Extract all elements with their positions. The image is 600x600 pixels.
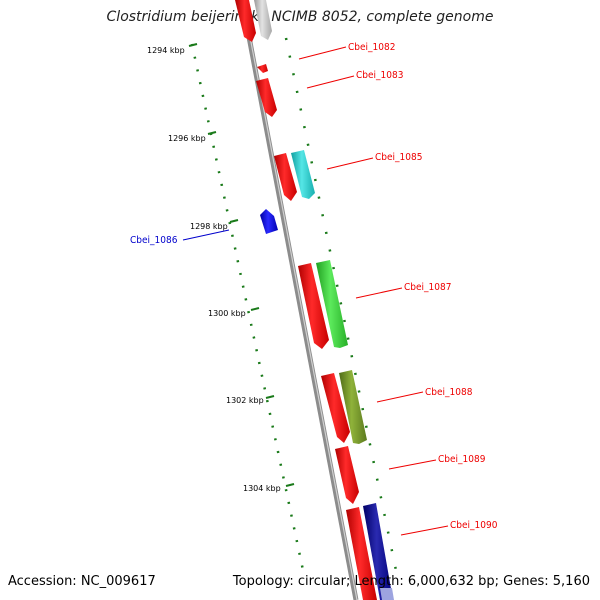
- scale-tick-label: 1294 kbp: [147, 46, 185, 55]
- accession-label: Accession: NC_009617: [8, 574, 156, 589]
- gene-arrow-cbei-1088-left[interactable]: [321, 373, 350, 443]
- scale-tick-label: 1300 kbp: [208, 309, 246, 318]
- scale-tick: [207, 131, 217, 135]
- gene-label: Cbei_1085: [375, 152, 422, 163]
- scale-tick-label: 1302 kbp: [226, 396, 264, 405]
- map-title: Clostridium beijerinckii NCIMB 8052, com…: [106, 9, 494, 25]
- gene-label: Cbei_1089: [438, 454, 486, 465]
- gene-arrow-cbei-1087-left[interactable]: [298, 263, 329, 349]
- gene-arrow-cbei-1086[interactable]: [260, 209, 278, 234]
- gene-label: Cbei_1088: [425, 387, 473, 398]
- gene-arrow-cbei-1082[interactable]: [235, 0, 256, 42]
- genome-stats-label: Topology: circular; Length: 6,000,632 bp…: [232, 574, 590, 589]
- scale-tick-label: 1296 kbp: [168, 134, 206, 143]
- scale-tick: [188, 43, 198, 47]
- gene-label: Cbei_1082: [348, 42, 395, 53]
- gene-label: Cbei_1086: [130, 235, 178, 246]
- gene-arrow-cbei-1088[interactable]: [339, 370, 367, 444]
- gene-arrow-light-blue[interactable]: [380, 588, 394, 600]
- gene-arrow-cbei-1090[interactable]: [363, 503, 393, 600]
- cds-features[interactable]: [235, 0, 394, 600]
- scale-tick: [285, 483, 295, 487]
- gene-arrow-cbei-1084[interactable]: [274, 153, 297, 201]
- scale-tick: [229, 219, 239, 223]
- scale-tick-label: 1304 kbp: [243, 484, 281, 493]
- gene-arrow-cbei-1083-small[interactable]: [257, 64, 268, 73]
- leader-lines: [182, 46, 449, 536]
- scale-tick-label: 1298 kbp: [190, 222, 228, 231]
- gene-arrow-cbei-1085[interactable]: [291, 150, 315, 199]
- scale-ticks: 1294 kbp 1296 kbp 1298 kbp 1300 kbp 1302…: [147, 43, 295, 493]
- gene-arrow-cbei-1083[interactable]: [256, 78, 277, 117]
- gene-label: Cbei_1087: [404, 282, 451, 293]
- gene-arrow-cbei-1087[interactable]: [316, 260, 348, 348]
- gene-label: Cbei_1090: [450, 520, 498, 531]
- scale-tick: [265, 395, 275, 399]
- gene-arrow-gray[interactable]: [254, 0, 272, 40]
- gene-arrow-cbei-1089[interactable]: [335, 446, 359, 504]
- gene-arrow-cbei-1090-left[interactable]: [346, 507, 377, 600]
- gene-labels: Cbei_1082 Cbei_1083 Cbei_1085 Cbei_1086 …: [130, 42, 498, 531]
- genome-backbone: [239, 0, 359, 600]
- scale-tick: [250, 307, 260, 311]
- gene-label: Cbei_1083: [356, 70, 403, 81]
